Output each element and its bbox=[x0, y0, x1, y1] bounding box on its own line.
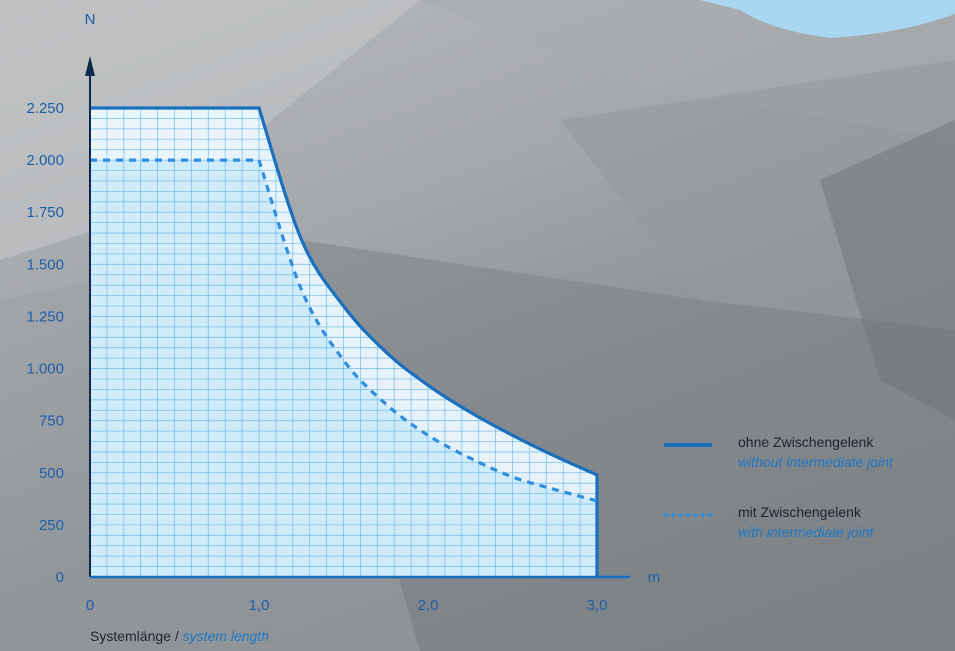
y-tick-label: 1.000 bbox=[26, 361, 64, 378]
axes bbox=[85, 56, 630, 579]
legend-text-dotted: mit Zwischengelenk with intermediate joi… bbox=[738, 502, 873, 542]
y-tick-label: 1.750 bbox=[26, 204, 64, 221]
y-tick-label: 1.250 bbox=[26, 308, 64, 325]
legend-swatch-solid bbox=[664, 443, 712, 447]
legend-text-solid: ohne Zwischengelenk without intermediate… bbox=[738, 432, 893, 472]
y-axis-arrow bbox=[85, 56, 95, 76]
tick-labels: 0 250 500 750 1.000 1.250 1.500 1.750 2.000 2.250… bbox=[26, 11, 660, 614]
series-lines bbox=[90, 106, 599, 577]
x-tick-label: 2,0 bbox=[418, 597, 439, 614]
legend-label-en: without intermediate joint bbox=[738, 454, 893, 470]
x-tick-label: 0 bbox=[86, 597, 94, 614]
y-tick-label: 1.500 bbox=[26, 256, 64, 273]
x-axis-label-en: system length bbox=[182, 628, 269, 644]
x-tick-label: 1,0 bbox=[249, 597, 270, 614]
x-tick-label: 3,0 bbox=[587, 597, 608, 614]
y-tick-label: 500 bbox=[39, 465, 64, 482]
legend-swatch-dotted bbox=[664, 513, 712, 517]
legend-label-de: mit Zwischengelenk bbox=[738, 504, 861, 520]
y-tick-label: 2.250 bbox=[26, 100, 64, 117]
y-axis-unit: N bbox=[85, 11, 96, 28]
legend-label-en: with intermediate joint bbox=[738, 524, 874, 540]
x-axis-caption: Systemlänge / system length bbox=[90, 628, 269, 644]
series-line-solid bbox=[90, 106, 599, 577]
y-tick-label: 250 bbox=[39, 517, 64, 534]
x-axis-unit: m bbox=[648, 569, 661, 586]
series-line-dotted bbox=[90, 158, 598, 503]
y-tick-label: 2.000 bbox=[26, 152, 64, 169]
legend-label-de: ohne Zwischengelenk bbox=[738, 434, 874, 450]
y-tick-label: 750 bbox=[39, 413, 64, 430]
x-axis-label-separator: / bbox=[170, 628, 183, 644]
corner-shape bbox=[700, 0, 955, 38]
x-axis-label-de: Systemlänge bbox=[90, 628, 171, 644]
y-tick-label: 0 bbox=[56, 569, 64, 586]
